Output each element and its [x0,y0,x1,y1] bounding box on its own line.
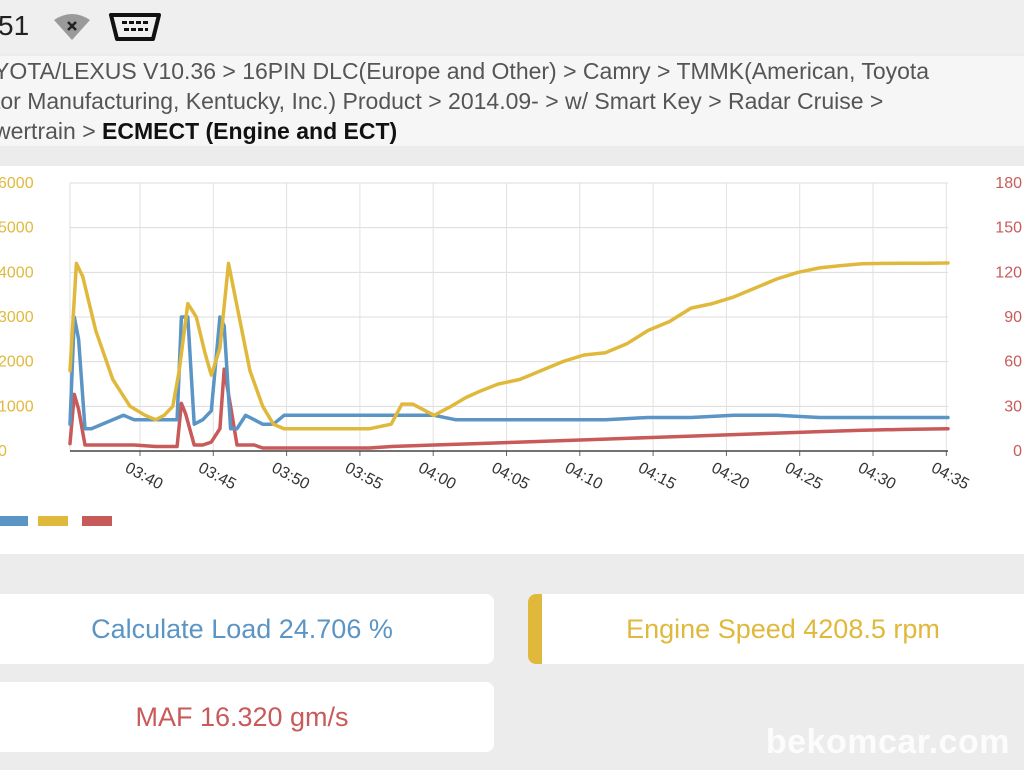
watermark: bekomcar.com [765,723,1010,761]
selected-accent [528,594,542,664]
left-axis-tick-label: 0 [0,443,7,460]
status-bar: 51 [0,0,1024,54]
left-axis-tick-label: 6000 [0,175,34,192]
right-axis-tick-label: 60 [1004,354,1022,371]
legend-swatch-maf [82,516,112,526]
left-axis-tick-label: 1000 [0,398,34,415]
maf-value: MAF 16.320 gm/s [135,701,349,732]
series-line-speed [68,261,950,431]
left-axis-tick-label: 3000 [0,309,34,326]
engine-speed-card[interactable]: Engine Speed 4208.5 rpm [528,594,1024,664]
right-axis-tick-label: 30 [1004,398,1022,415]
breadcrumb: YOTA/LEXUS V10.36 > 16PIN DLC(Europe and… [0,56,1024,146]
status-time: 51 [0,10,30,41]
x-tick-label: 04:15 [635,460,678,494]
right-axis-tick-label: 0 [1013,443,1022,460]
breadcrumb-line-2: tor Manufacturing, Kentucky, Inc.) Produ… [0,88,884,114]
right-axis-tick-label: 150 [995,220,1022,237]
series-line-load [68,315,950,431]
x-tick-label: 03:50 [269,460,312,494]
x-tick-label: 04:20 [709,460,752,494]
x-tick-label: 04:25 [782,460,825,494]
x-tick-label: 03:40 [122,460,165,494]
x-tick-label: 04:05 [489,460,532,494]
obd-connector-icon [109,13,161,41]
left-axis-tick-label: 5000 [0,220,34,237]
legend-swatch-speed [38,516,68,526]
breadcrumb-line-3: wertrain > ECMECT (Engine and ECT) [0,116,1024,146]
right-axis-tick-label: 90 [1004,309,1022,326]
x-tick-label: 03:55 [342,460,385,494]
x-tick-label: 04:30 [855,460,898,494]
series-line-maf [68,367,950,450]
left-axis-tick-label: 2000 [0,354,34,371]
x-tick-label: 04:35 [928,460,971,494]
breadcrumb-prefix: wertrain > [0,118,103,144]
x-tick-label: 03:45 [195,460,238,494]
calculate-load-value: Calculate Load 24.706 % [91,613,393,644]
chart-panel: 03:40 03:45 03:50 03:55 04:00 04:05 04:10 04:15… [0,166,1024,554]
x-tick-label: 04:10 [562,460,605,494]
live-data-chart: 03:40 03:45 03:50 03:55 04:00 04:05 04:10 04:15… [0,175,1022,494]
maf-card[interactable]: MAF 16.320 gm/s [0,682,494,752]
right-axis-tick-label: 120 [995,264,1022,281]
breadcrumb-current: ECMECT (Engine and ECT) [102,118,398,144]
engine-speed-value: Engine Speed 4208.5 rpm [626,613,940,644]
right-axis-tick-label: 180 [995,175,1022,192]
legend-swatch-load [0,516,28,526]
x-tick-label: 04:00 [415,460,458,494]
calculate-load-card[interactable]: Calculate Load 24.706 % [0,594,494,664]
wifi-off-icon [54,14,90,40]
breadcrumb-line-1: YOTA/LEXUS V10.36 > 16PIN DLC(Europe and… [0,58,930,84]
left-axis-tick-label: 4000 [0,264,34,281]
